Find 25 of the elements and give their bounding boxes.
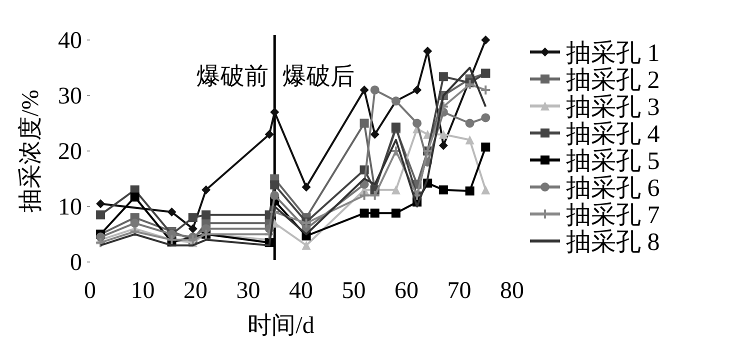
y-tick-label: 40 bbox=[58, 28, 82, 54]
x-tick-label: 20 bbox=[184, 278, 208, 304]
x-tick-label: 80 bbox=[500, 278, 524, 304]
legend-label: 抽采孔 8 bbox=[566, 229, 660, 256]
x-tick-label: 40 bbox=[289, 278, 313, 304]
x-tick-label: 10 bbox=[130, 278, 155, 304]
y-tick-label: 10 bbox=[58, 194, 82, 220]
annotation: 爆破前 bbox=[196, 64, 269, 90]
legend-label: 抽采孔 3 bbox=[566, 94, 660, 121]
legend-label: 抽采孔 2 bbox=[566, 67, 660, 94]
legend-label: 抽采孔 5 bbox=[566, 148, 660, 175]
y-tick-label: 20 bbox=[58, 139, 82, 165]
x-tick-label: 30 bbox=[236, 278, 260, 304]
x-tick-label: 50 bbox=[342, 278, 366, 304]
annotation: 爆破后 bbox=[282, 64, 355, 90]
y-tick-label: 30 bbox=[58, 84, 82, 110]
legend-label: 抽采孔 4 bbox=[566, 121, 660, 148]
y-axis-title: 抽采浓度/% bbox=[17, 90, 44, 212]
legend-label: 抽采孔 7 bbox=[566, 202, 660, 229]
legend-label: 抽采孔 1 bbox=[566, 40, 660, 67]
legend-label: 抽采孔 6 bbox=[566, 175, 660, 202]
x-axis-title: 时间/d bbox=[248, 313, 314, 339]
y-tick-label: 0 bbox=[70, 250, 82, 276]
x-tick-label: 60 bbox=[394, 278, 418, 304]
x-tick-label: 70 bbox=[447, 278, 472, 304]
